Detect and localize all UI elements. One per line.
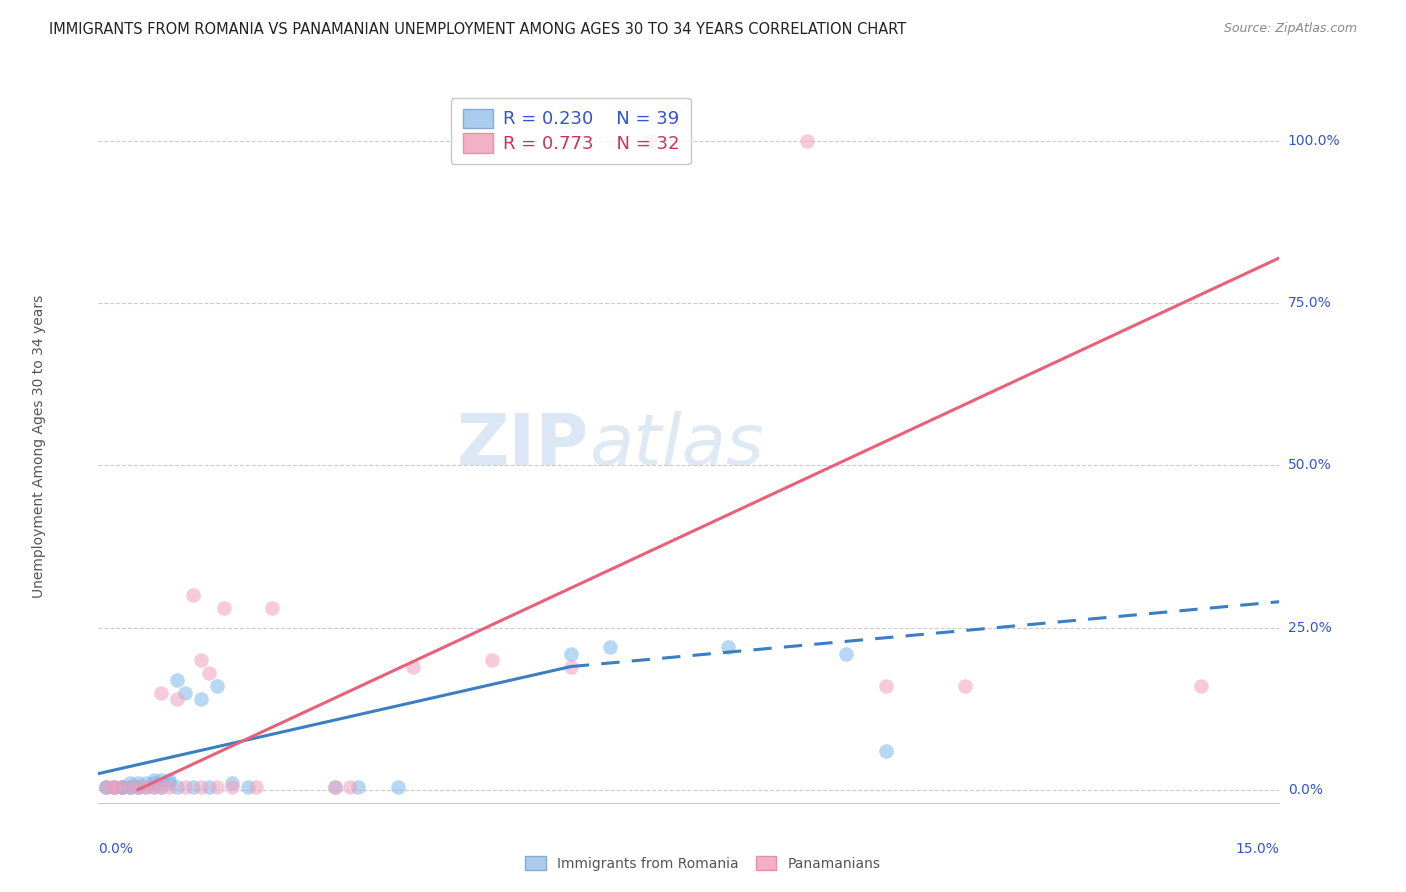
Point [221, 776, 243, 790]
Text: Unemployment Among Ages 30 to 34 years: Unemployment Among Ages 30 to 34 years [32, 294, 46, 598]
Point [717, 640, 740, 654]
Point [796, 134, 818, 148]
Point [135, 776, 157, 790]
Text: 75.0%: 75.0% [1288, 296, 1331, 310]
Point [181, 780, 204, 794]
Point [402, 659, 425, 673]
Point [339, 780, 361, 794]
Point [245, 780, 267, 794]
Point [96, 780, 118, 794]
Point [875, 679, 897, 693]
Point [103, 780, 125, 794]
Point [347, 780, 370, 794]
Point [103, 780, 125, 794]
Point [560, 647, 582, 661]
Point [135, 780, 157, 794]
Point [111, 780, 134, 794]
Point [323, 780, 346, 794]
Point [150, 685, 173, 699]
Point [111, 780, 134, 794]
Point [190, 653, 212, 667]
Point [103, 780, 125, 794]
Point [127, 780, 149, 794]
Text: 25.0%: 25.0% [1288, 621, 1331, 634]
Point [214, 601, 236, 615]
Point [142, 780, 165, 794]
Point [111, 780, 134, 794]
Point [875, 744, 897, 758]
Point [221, 780, 243, 794]
Point [166, 692, 188, 706]
Point [205, 780, 228, 794]
Point [150, 780, 173, 794]
Point [127, 780, 149, 794]
Point [197, 666, 219, 681]
Text: 0.0%: 0.0% [98, 842, 134, 855]
Point [323, 780, 346, 794]
Point [181, 588, 204, 602]
Text: Source: ZipAtlas.com: Source: ZipAtlas.com [1223, 22, 1357, 36]
Point [174, 685, 197, 699]
Point [142, 780, 165, 794]
Legend: Immigrants from Romania, Panamanians: Immigrants from Romania, Panamanians [520, 850, 886, 876]
Point [127, 776, 149, 790]
Point [118, 776, 141, 790]
Text: atlas: atlas [589, 411, 763, 481]
Text: 100.0%: 100.0% [1288, 134, 1340, 148]
Point [150, 773, 173, 788]
Text: ZIP: ZIP [457, 411, 589, 481]
Point [205, 679, 228, 693]
Point [118, 780, 141, 794]
Point [157, 773, 180, 788]
Point [481, 653, 503, 667]
Text: 0.0%: 0.0% [1288, 783, 1323, 797]
Point [197, 780, 219, 794]
Point [118, 780, 141, 794]
Point [118, 780, 141, 794]
Point [127, 780, 149, 794]
Point [174, 780, 197, 794]
Point [835, 647, 858, 661]
Point [96, 780, 118, 794]
Point [166, 673, 188, 687]
Point [190, 692, 212, 706]
Point [1189, 679, 1212, 693]
Point [135, 780, 157, 794]
Point [96, 780, 118, 794]
Point [560, 659, 582, 673]
Point [142, 773, 165, 788]
Point [111, 780, 134, 794]
Point [150, 780, 173, 794]
Point [142, 776, 165, 790]
Point [236, 780, 259, 794]
Text: IMMIGRANTS FROM ROMANIA VS PANAMANIAN UNEMPLOYMENT AMONG AGES 30 TO 34 YEARS COR: IMMIGRANTS FROM ROMANIA VS PANAMANIAN UN… [49, 22, 907, 37]
Text: 50.0%: 50.0% [1288, 458, 1331, 473]
Point [387, 780, 409, 794]
Point [260, 601, 283, 615]
Legend: R = 0.230    N = 39, R = 0.773    N = 32: R = 0.230 N = 39, R = 0.773 N = 32 [451, 97, 690, 164]
Point [638, 134, 661, 148]
Text: 15.0%: 15.0% [1236, 842, 1279, 855]
Point [166, 780, 188, 794]
Point [599, 640, 621, 654]
Point [953, 679, 976, 693]
Point [103, 780, 125, 794]
Point [157, 776, 180, 790]
Point [157, 780, 180, 794]
Point [190, 780, 212, 794]
